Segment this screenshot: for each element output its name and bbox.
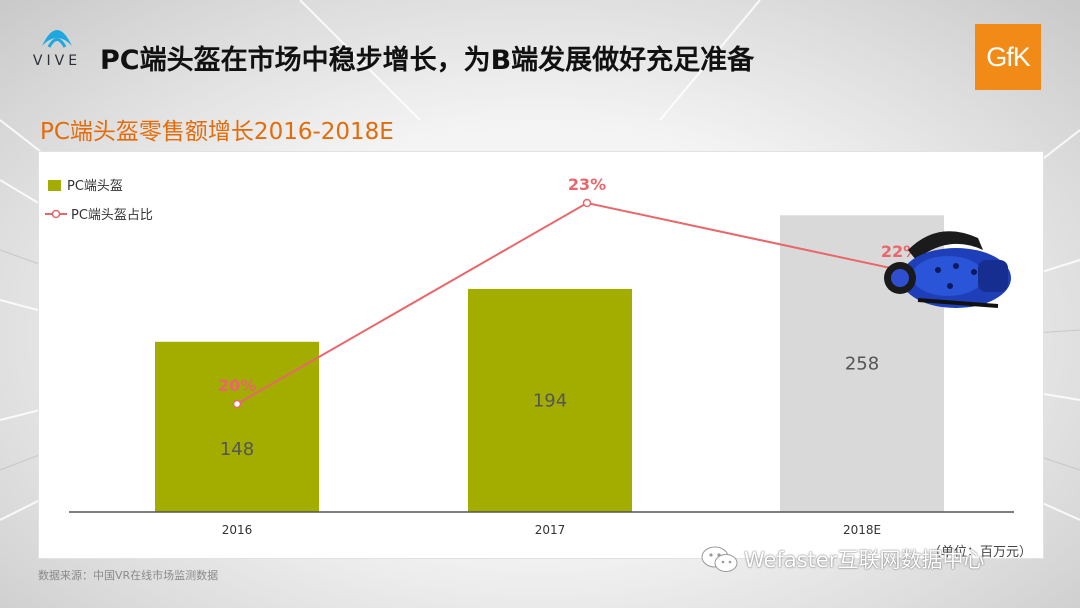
watermark: Wefaster互联网数据中心	[700, 541, 984, 577]
slide-header: VIVE PC端头盔在市场中稳步增长，为B端发展做好充足准备 GfK	[0, 0, 1080, 100]
share-marker-2016	[232, 399, 242, 409]
bar-value-label-2018E: 258	[845, 354, 879, 375]
legend-label-line: PC端头盔占比	[71, 207, 153, 223]
share-value-label-2016: 20%	[218, 376, 256, 395]
chart-title: PC端头盔零售额增长2016-2018E	[40, 119, 394, 145]
unit-label: （单位：百万元）	[928, 545, 1033, 560]
chart-canvas: PC端头盔 PC端头盔占比 2016 2017 2018E 148 194 258 20…	[45, 175, 1014, 537]
share-value-label-2017: 23%	[568, 175, 606, 194]
legend-label-bar: PC端头盔	[67, 178, 123, 194]
legend-swatch-marker	[51, 209, 61, 219]
bar-series	[155, 215, 944, 513]
x-tick-label-2018E: 2018E	[843, 523, 881, 537]
chart-legend: PC端头盔 PC端头盔占比	[45, 178, 153, 223]
watermark-text: Wefaster互联网数据中心	[744, 548, 985, 572]
legend-swatch-bar	[48, 180, 61, 191]
vive-mark-icon	[42, 30, 72, 48]
share-value-label-2018E: 22%	[881, 242, 919, 261]
bar-value-label-2017: 194	[533, 390, 567, 411]
x-tick-label-2017: 2017	[535, 523, 566, 537]
bar-2016	[155, 341, 319, 512]
x-axis-ticks: 2016 2017 2018E	[222, 523, 881, 537]
bar-value-labels: 148 194 258	[220, 354, 879, 460]
bar-2017	[468, 288, 632, 512]
gfk-logo: GfK	[975, 24, 1041, 90]
bar-value-label-2016: 148	[220, 439, 254, 460]
vr-headset-image	[884, 231, 1011, 308]
vive-logo-text: VIVE	[32, 53, 82, 69]
page-title: PC端头盔在市场中稳步增长，为B端发展做好充足准备	[100, 45, 755, 76]
share-marker-2017	[582, 198, 592, 208]
vive-logo: VIVE	[22, 16, 92, 74]
x-tick-label-2016: 2016	[222, 523, 253, 537]
chart-panel: PC端头盔 PC端头盔占比 2016 2017 2018E 148 194 258 20…	[38, 151, 1044, 559]
data-source-note: 数据来源：中国VR在线市场监测数据	[38, 569, 219, 582]
wechat-icon	[701, 546, 738, 572]
